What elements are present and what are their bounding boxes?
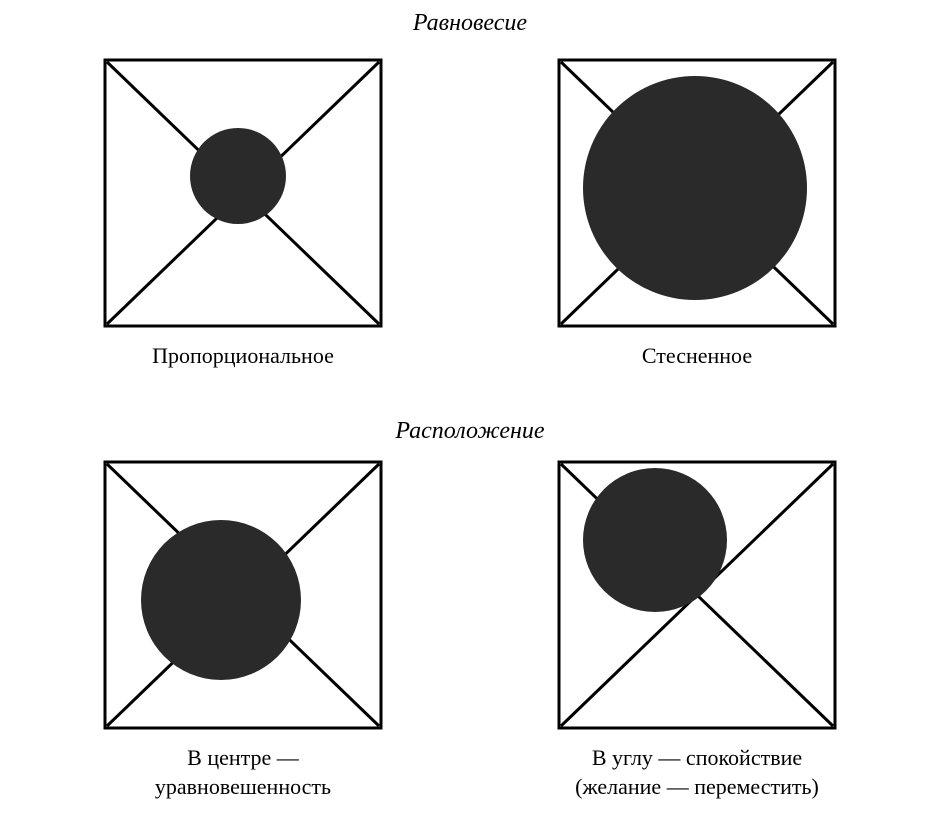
diagram-corner xyxy=(557,460,837,730)
section-title-balance: Равновесие xyxy=(0,10,940,37)
row-balance: Пропорциональное Стесненное xyxy=(0,58,940,371)
caption-corner: В углу — спокойствие (желание — перемест… xyxy=(575,744,819,801)
figure-corner: В углу — спокойствие (желание — перемест… xyxy=(532,460,862,801)
diagram-constrained xyxy=(557,58,837,328)
section-title-position: Расположение xyxy=(0,418,940,445)
diagram-centered xyxy=(103,460,383,730)
figure-proportional: Пропорциональное xyxy=(78,58,408,371)
figure-constrained: Стесненное xyxy=(532,58,862,371)
circle-element xyxy=(141,520,301,680)
circle-element xyxy=(583,76,807,300)
circle-element xyxy=(583,468,727,612)
caption-proportional: Пропорциональное xyxy=(152,342,334,371)
circle-element xyxy=(190,128,286,224)
diagram-proportional xyxy=(103,58,383,328)
figure-centered: В центре — уравновешенность xyxy=(78,460,408,801)
row-position: В центре — уравновешенность В углу — спо… xyxy=(0,460,940,801)
caption-constrained: Стесненное xyxy=(642,342,752,371)
caption-centered: В центре — уравновешенность xyxy=(155,744,331,801)
